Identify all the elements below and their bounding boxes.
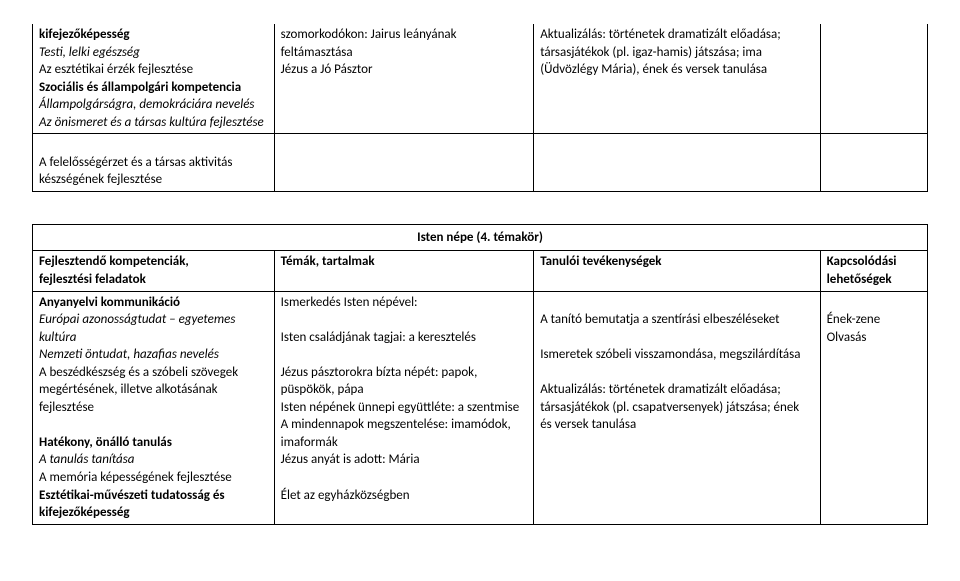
text: Élet az egyházközségben: [281, 488, 410, 503]
text: Az esztétikai érzék fejlesztése: [39, 62, 193, 77]
text: Isten családjának tagjai: a keresztelés: [281, 330, 476, 345]
text: Nemzeti öntudat, hazafias nevelés: [39, 347, 219, 362]
cell-competencies: A felelősségérzet és a társas aktivitás …: [33, 134, 275, 192]
cell-activities: Aktualizálás: történetek dramatizált elő…: [534, 24, 820, 134]
table-header-row: Fejlesztendő kompetenciák, fejlesztési f…: [33, 251, 928, 291]
text: Ismerkedés Isten népével:: [281, 295, 418, 310]
text: Ismeretek szóbeli visszamondása, megszil…: [540, 347, 800, 362]
text: Ének-zene: [827, 312, 881, 327]
cell-links: [820, 134, 927, 192]
text: Aktualizálás: történetek dramatizált elő…: [540, 27, 781, 77]
cell-links: [820, 24, 927, 134]
text: kifejezőképesség: [39, 27, 130, 42]
cell-activities: [534, 134, 820, 192]
table-row: A felelősségérzet és a társas aktivitás …: [33, 134, 928, 192]
table-upper: kifejezőképesség Testi, lelki egészség A…: [32, 24, 928, 192]
text: Fejlesztendő kompetenciák,: [39, 254, 189, 269]
text: Kapcsolódási: [827, 254, 897, 269]
cell-topics: szomorkodókon: Jairus leányának feltámas…: [274, 24, 534, 134]
text: A tanulás tanítása: [39, 452, 135, 467]
cell-competencies: Anyanyelvi kommunikáció Európai azonossá…: [33, 291, 275, 524]
text: A felelősségérzet és a társas aktivitás …: [39, 155, 232, 188]
text: Jézus pásztorokra bízta népét: papok, pü…: [281, 365, 478, 398]
cell-topics: [274, 134, 534, 192]
text: Állampolgárságra, demokráciára nevelés: [39, 97, 254, 112]
text: lehetőségek: [827, 272, 892, 287]
text: Jézus a Jó Pásztor: [281, 62, 373, 77]
text: Anyanyelvi kommunikáció: [39, 295, 180, 310]
text: fejlesztési feladatok: [39, 272, 146, 287]
text: Jézus anyát is adott: Mária: [281, 452, 420, 467]
text: Aktualizálás: történetek dramatizált elő…: [540, 382, 799, 432]
text: Az önismeret és a társas kultúra fejlesz…: [39, 115, 264, 130]
header-competencies: Fejlesztendő kompetenciák, fejlesztési f…: [33, 251, 275, 291]
table-row: kifejezőképesség Testi, lelki egészség A…: [33, 24, 928, 134]
cell-competencies: kifejezőképesség Testi, lelki egészség A…: [33, 24, 275, 134]
text: szomorkodókon: Jairus leányának feltámas…: [281, 27, 457, 60]
text: A mindennapok megszentelése: imamódok, i…: [281, 417, 511, 450]
text: Olvasás: [827, 330, 867, 345]
header-topics: Témák, tartalmak: [274, 251, 534, 291]
cell-topics: Ismerkedés Isten népével: Isten családjá…: [274, 291, 534, 524]
cell-activities: A tanító bemutatja a szentírási elbeszél…: [534, 291, 820, 524]
text: A beszédkészség és a szóbeli szövegek me…: [39, 365, 238, 415]
header-activities: Tanulói tevékenységek: [534, 251, 820, 291]
table-row: Anyanyelvi kommunikáció Európai azonossá…: [33, 291, 928, 524]
text: Testi, lelki egészség: [39, 45, 140, 60]
table-lower: Isten népe (4. témakör) Fejlesztendő kom…: [32, 224, 928, 525]
table-title-row: Isten népe (4. témakör): [33, 224, 928, 251]
text: A memória képességének fejlesztése: [39, 470, 232, 485]
header-links: Kapcsolódási lehetőségek: [820, 251, 927, 291]
text: Isten népének ünnepi együttléte: a szent…: [281, 400, 520, 415]
text: Esztétikai-művészeti tudatosság és kifej…: [39, 488, 225, 521]
cell-links: Ének-zene Olvasás: [820, 291, 927, 524]
text: Hatékony, önálló tanulás: [39, 435, 172, 450]
table-title: Isten népe (4. témakör): [33, 224, 928, 251]
text: A tanító bemutatja a szentírási elbeszél…: [540, 312, 779, 327]
text: Szociális és állampolgári kompetencia: [39, 80, 241, 95]
text: Európai azonosságtudat – egyetemes kultú…: [39, 312, 235, 345]
